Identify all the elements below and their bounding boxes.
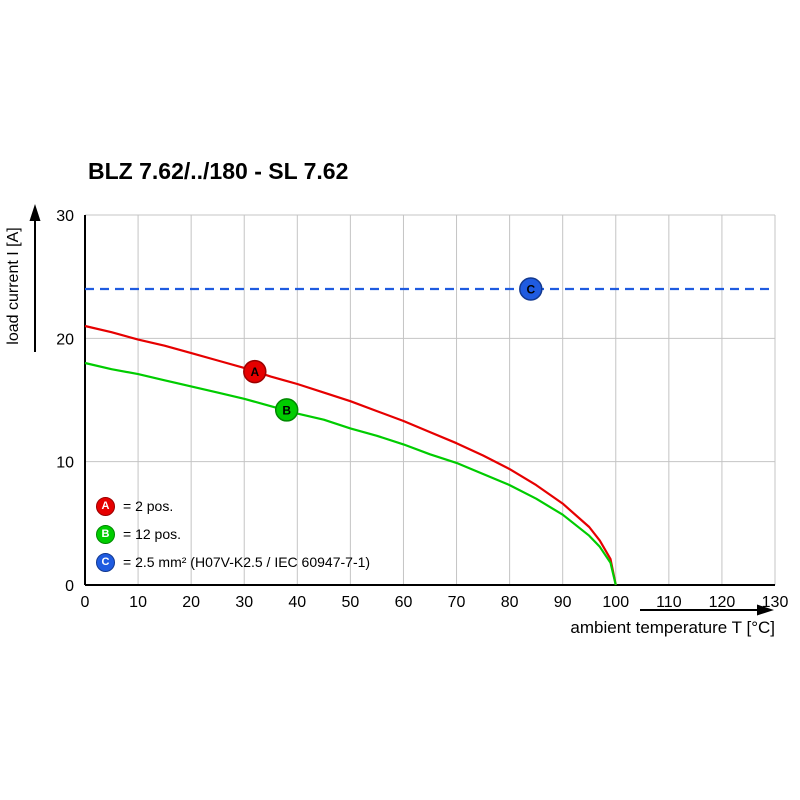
curve-A (84, 324, 617, 586)
x-tick-label: 120 (709, 594, 736, 611)
marker-label-A: A (250, 365, 259, 379)
x-axis-label: ambient temperature T [°C] (570, 618, 775, 637)
x-tick-label: 20 (182, 594, 200, 611)
y-axis-arrowhead (29, 204, 41, 221)
marker-label-B: B (282, 403, 291, 417)
legend-label-c: = 2.5 mm² (H07V-K2.5 / IEC 60947-7-1) (123, 554, 371, 570)
x-tick-label: 70 (448, 594, 466, 611)
legend-label-a: = 2 pos. (123, 498, 174, 514)
x-axis-arrowhead (757, 604, 774, 616)
page-title: BLZ 7.62/../180 - SL 7.62 (88, 158, 349, 184)
legend-label-b: = 12 pos. (123, 526, 181, 542)
marker-A (243, 359, 267, 384)
y-tick-label: 20 (56, 331, 74, 348)
x-tick-label: 90 (554, 594, 572, 611)
y-axis-label: load current I [A] (5, 227, 22, 345)
x-tick-label: 10 (129, 594, 147, 611)
x-tick-label: 60 (395, 594, 413, 611)
legend-item-b: B = 12 pos. (96, 520, 370, 548)
curve-B (84, 361, 617, 586)
y-tick-label: 0 (65, 578, 74, 595)
legend-badge-b: B (96, 524, 115, 544)
x-tick-label: 30 (235, 594, 253, 611)
legend-badge-a: A (96, 496, 115, 516)
x-tick-label: 0 (81, 594, 90, 611)
x-tick-label: 40 (288, 594, 306, 611)
chart-legend: A = 2 pos. B = 12 pos. C = 2.5 mm² (H07V… (96, 492, 370, 576)
x-tick-label: 110 (656, 594, 682, 611)
x-tick-label: 50 (341, 594, 359, 611)
x-tick-label: 130 (762, 594, 789, 611)
y-tick-label: 30 (56, 208, 74, 225)
legend-badge-c: C (96, 552, 115, 572)
x-tick-label: 100 (602, 594, 629, 611)
legend-item-a: A = 2 pos. (96, 492, 370, 520)
marker-label-C: C (526, 283, 535, 297)
y-tick-label: 10 (56, 455, 74, 472)
x-tick-label: 80 (501, 594, 519, 611)
legend-item-c: C = 2.5 mm² (H07V-K2.5 / IEC 60947-7-1) (96, 548, 370, 576)
marker-C (519, 277, 543, 301)
marker-B (274, 398, 299, 422)
